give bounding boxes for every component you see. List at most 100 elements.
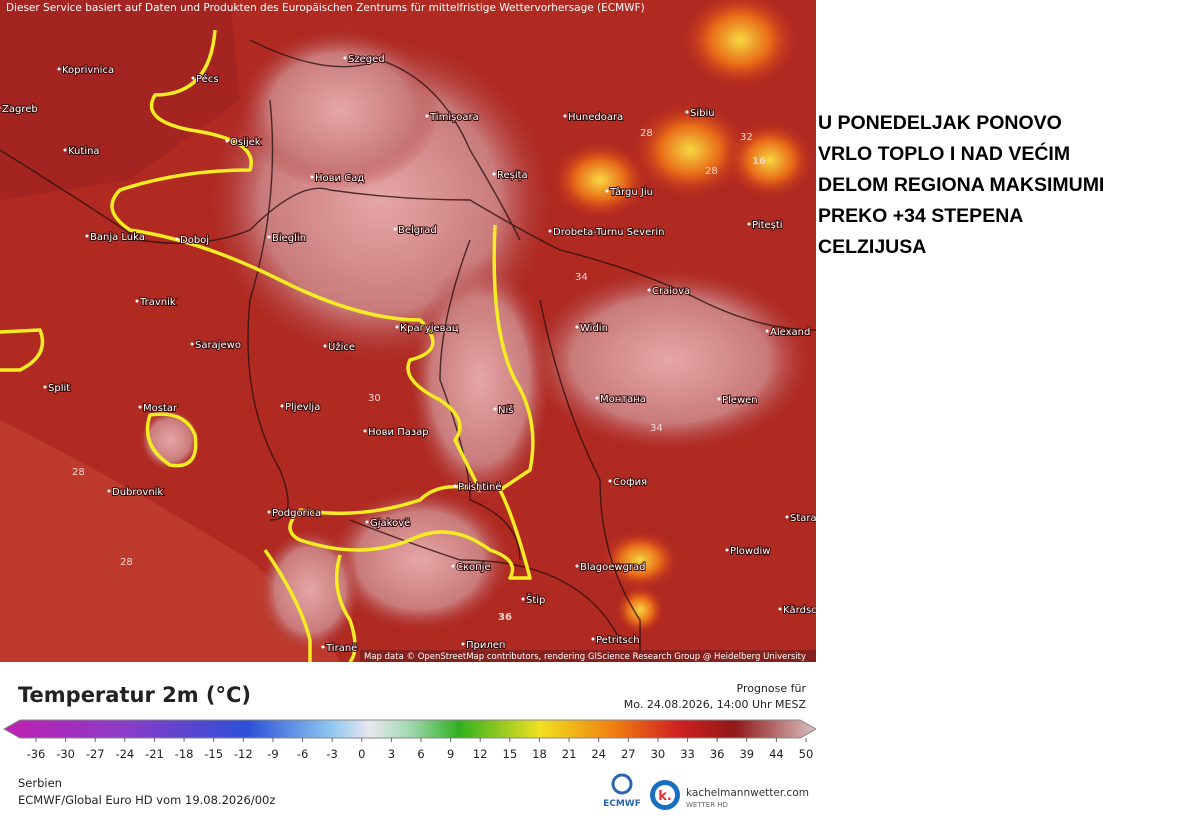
- place-dot: [0, 106, 1, 110]
- place-label: Монтана: [600, 394, 646, 405]
- place-label: Szeged: [348, 54, 385, 65]
- place-label: Mostar: [143, 403, 178, 414]
- contour-label: 30: [368, 393, 381, 404]
- colorbar-tick-label: 36: [710, 747, 725, 761]
- place-dot: [608, 479, 612, 483]
- colorbar-tick-label: -21: [145, 747, 164, 761]
- colorbar: [2, 719, 816, 739]
- place-label: Koprivnica: [62, 65, 114, 76]
- place-dot: [365, 520, 369, 524]
- colorbar-tick-label: 44: [769, 747, 784, 761]
- place-dot: [605, 189, 609, 193]
- place-label: Plowdiw: [730, 546, 770, 557]
- place-dot: [425, 114, 429, 118]
- map: Dieser Service basiert auf Daten und Pro…: [0, 0, 816, 662]
- colorbar-tick-label: 3: [388, 747, 395, 761]
- place-label: Kărdsc: [783, 605, 816, 616]
- contour-label: 28: [705, 166, 718, 177]
- place-dot: [63, 148, 67, 152]
- place-label: Прилеп: [466, 640, 505, 651]
- headline: U PONEDELJAK PONOVO VRLO TOPLO I NAD VEĆ…: [818, 108, 1104, 263]
- place-label: Sibiu: [690, 108, 715, 119]
- place-dot: [521, 597, 525, 601]
- place-dot: [310, 175, 314, 179]
- colorbar-tick-label: -18: [175, 747, 194, 761]
- attribution: Map data © OpenStreetMap contributors, r…: [364, 652, 806, 662]
- place-label: Blagoewgrad: [580, 562, 646, 573]
- colorbar-tick-label: 24: [591, 747, 606, 761]
- place-label: Нови Сад: [315, 173, 364, 184]
- place-dot: [747, 222, 751, 226]
- colorbar-tick-label: -24: [115, 747, 134, 761]
- forecast-time: Mo. 24.08.2026, 14:00 Uhr MESZ: [624, 698, 807, 711]
- place-dot: [591, 637, 595, 641]
- colorbar-tick-label: 6: [417, 747, 424, 761]
- headline-line: VRLO TOPLO I NAD VEĆIM: [818, 143, 1071, 165]
- place-label: Pljevlja: [285, 402, 320, 413]
- place-label: Zagreb: [2, 104, 38, 115]
- place-dot: [575, 325, 579, 329]
- place-dot: [493, 407, 497, 411]
- colorbar-tick-label: -30: [56, 747, 75, 761]
- place-dot: [107, 489, 111, 493]
- place-label: Podgorica: [272, 508, 321, 519]
- colorbar-tick-label: -6: [297, 747, 308, 761]
- colorbar-tick-label: 18: [532, 747, 547, 761]
- place-dot: [43, 385, 47, 389]
- contour-label: 34: [650, 423, 663, 434]
- place-dot: [595, 396, 599, 400]
- place-dot: [57, 67, 61, 71]
- place-dot: [85, 234, 89, 238]
- place-label: Dubrovnik: [112, 487, 163, 498]
- place-dot: [323, 344, 327, 348]
- place-dot: [267, 235, 271, 239]
- contour-label: 16: [752, 156, 766, 167]
- place-dot: [321, 645, 325, 649]
- place-label: Timișoara: [429, 112, 479, 123]
- brand-sub: WETTER HD: [686, 801, 728, 809]
- place-label: София: [613, 477, 647, 488]
- forecast-label: Prognose für: [737, 682, 807, 695]
- place-label: Niš: [498, 404, 513, 416]
- legend-title: Temperatur 2m (°C): [18, 683, 251, 707]
- place-label: Travnik: [139, 297, 176, 308]
- place-dot: [175, 237, 179, 241]
- svg-text:k.: k.: [658, 789, 672, 804]
- place-label: Крагујевац: [400, 322, 459, 334]
- brand: kachelmannwetter.com: [686, 787, 809, 799]
- place-dot: [778, 607, 782, 611]
- place-dot: [725, 548, 729, 552]
- place-dot: [138, 405, 142, 409]
- place-dot: [717, 397, 721, 401]
- place-label: Alexand: [770, 327, 810, 338]
- contour-label: 32: [740, 132, 753, 143]
- place-label: Sarajewo: [195, 340, 241, 351]
- legend: Temperatur 2m (°C) Prognose für Mo. 24.0…: [2, 682, 816, 810]
- place-dot: [280, 404, 284, 408]
- place-label: Нови Пазар: [368, 427, 429, 438]
- place-label: Prishtinë: [458, 482, 501, 493]
- place-dot: [492, 172, 496, 176]
- place-dot: [647, 288, 651, 292]
- place-label: Bieglin: [272, 233, 306, 244]
- colorbar-tick-label: 9: [447, 747, 454, 761]
- contour-label: 34: [575, 272, 588, 283]
- ecmwf-logo: [611, 773, 633, 795]
- colorbar-tick-label: 15: [503, 747, 518, 761]
- place-dot: [343, 56, 347, 60]
- colorbar-tick-label: 30: [651, 747, 666, 761]
- colorbar-tick-label: 27: [621, 747, 636, 761]
- place-dot: [363, 429, 367, 433]
- colorbar-tick-label: 12: [473, 747, 488, 761]
- place-dot: [785, 515, 789, 519]
- place-dot: [451, 564, 455, 568]
- contour-label: 28: [120, 557, 133, 568]
- colorbar-tick-label: -12: [234, 747, 253, 761]
- place-dot: [395, 325, 399, 329]
- place-label: Tiranë: [325, 643, 357, 654]
- contour-label: 28: [72, 467, 85, 478]
- place-label: Pécs: [196, 73, 219, 85]
- place-label: Widin: [580, 323, 608, 334]
- place-label: Štip: [526, 593, 545, 606]
